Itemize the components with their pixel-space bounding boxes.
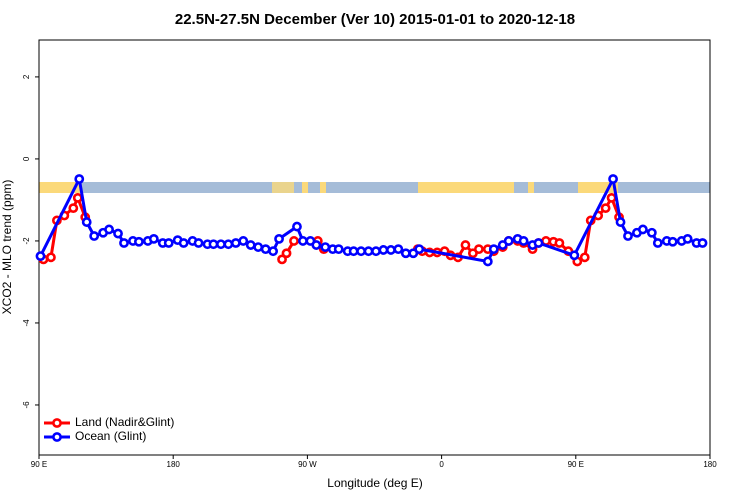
point bbox=[74, 174, 85, 184]
point bbox=[238, 236, 249, 246]
point bbox=[378, 245, 389, 255]
land-mask-strip bbox=[39, 182, 710, 193]
point bbox=[208, 239, 219, 250]
point bbox=[333, 244, 344, 255]
x-tick-label: 180 bbox=[167, 460, 181, 469]
point bbox=[320, 242, 331, 252]
point bbox=[89, 231, 100, 241]
point bbox=[533, 238, 544, 248]
point bbox=[646, 227, 657, 238]
point bbox=[230, 238, 241, 248]
point bbox=[311, 240, 322, 250]
point bbox=[682, 233, 693, 244]
point bbox=[68, 203, 79, 214]
legend-label: Ocean (Glint) bbox=[75, 429, 146, 443]
x-tick-label: 90 W bbox=[298, 460, 317, 469]
y-axis-label: XCO2 - MLO trend (ppm) bbox=[0, 180, 14, 315]
point bbox=[268, 246, 279, 257]
point bbox=[81, 217, 92, 227]
point bbox=[356, 246, 366, 257]
point bbox=[482, 256, 493, 267]
y-tick-label: 0 bbox=[22, 156, 31, 161]
point bbox=[134, 236, 144, 247]
plot-frame bbox=[38, 39, 711, 456]
point bbox=[289, 236, 299, 246]
point bbox=[298, 236, 308, 246]
point bbox=[113, 228, 123, 239]
chart-title: 22.5N-27.5N December (Ver 10) 2015-01-01… bbox=[175, 11, 575, 28]
x-tick-label: 0 bbox=[439, 460, 444, 469]
point bbox=[348, 246, 359, 257]
point bbox=[393, 244, 404, 255]
point bbox=[281, 248, 292, 259]
point bbox=[473, 244, 484, 255]
legend-marker bbox=[52, 418, 62, 428]
point bbox=[697, 238, 708, 248]
point bbox=[460, 240, 471, 250]
y-tick-label: 2 bbox=[22, 74, 31, 79]
point bbox=[46, 252, 56, 263]
point bbox=[274, 233, 284, 244]
point bbox=[623, 231, 633, 241]
point bbox=[35, 251, 46, 262]
legend-marker bbox=[52, 432, 62, 442]
point bbox=[163, 238, 174, 248]
point bbox=[579, 252, 590, 263]
point bbox=[104, 224, 114, 235]
point bbox=[569, 250, 580, 261]
x-tick-label: 90 E bbox=[31, 460, 47, 469]
point bbox=[608, 174, 618, 184]
point bbox=[148, 233, 159, 244]
point bbox=[223, 239, 234, 250]
point bbox=[277, 254, 287, 265]
point bbox=[386, 245, 396, 255]
x-tick-label: 90 E bbox=[568, 460, 584, 469]
point bbox=[615, 217, 626, 227]
point bbox=[72, 192, 83, 203]
point bbox=[518, 236, 529, 246]
legend-label: Land (Nadir&Glint) bbox=[75, 415, 174, 429]
x-axis-label: Longitude (deg E) bbox=[327, 476, 422, 490]
point bbox=[119, 238, 129, 248]
y-tick-label: -6 bbox=[22, 401, 31, 409]
point bbox=[260, 244, 271, 255]
point bbox=[414, 244, 425, 255]
y-tick-label: -4 bbox=[22, 319, 31, 327]
point bbox=[245, 240, 256, 250]
point bbox=[652, 238, 663, 248]
x-tick-label: 180 bbox=[703, 460, 717, 469]
point bbox=[400, 248, 411, 259]
point bbox=[292, 221, 302, 232]
point bbox=[216, 239, 226, 250]
point bbox=[667, 236, 678, 247]
point bbox=[253, 242, 264, 252]
point bbox=[600, 203, 611, 214]
point bbox=[193, 238, 204, 248]
point bbox=[488, 244, 499, 255]
point bbox=[363, 246, 374, 257]
point bbox=[554, 238, 565, 248]
point bbox=[503, 236, 514, 246]
y-tick-label: -2 bbox=[22, 237, 31, 245]
point bbox=[371, 246, 381, 257]
point bbox=[178, 238, 189, 248]
point bbox=[638, 224, 648, 235]
point bbox=[606, 192, 617, 203]
